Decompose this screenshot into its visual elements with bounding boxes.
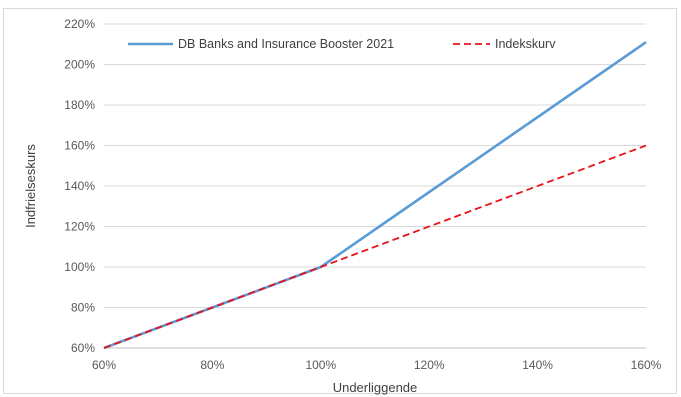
y-tick-label: 120% bbox=[64, 220, 95, 234]
x-tick-label: 140% bbox=[522, 358, 553, 372]
y-tick-label: 200% bbox=[64, 58, 95, 72]
gridlines bbox=[104, 23, 646, 308]
legend-label-1: DB Banks and Insurance Booster 2021 bbox=[178, 37, 394, 51]
y-tick-label: 60% bbox=[71, 341, 95, 355]
x-tick-label: 80% bbox=[200, 358, 224, 372]
legend: DB Banks and Insurance Booster 2021 Indek… bbox=[128, 37, 556, 51]
y-tick-label: 160% bbox=[64, 139, 95, 153]
y-tick-label: 140% bbox=[64, 179, 95, 193]
y-axis-title: Indfrielseskurs bbox=[23, 144, 38, 228]
x-tick-label: 120% bbox=[414, 358, 445, 372]
y-tick-label: 80% bbox=[71, 301, 95, 315]
y-tick-label: 100% bbox=[64, 260, 95, 274]
series-lines bbox=[103, 41, 647, 350]
x-tick-label: 60% bbox=[92, 358, 116, 372]
y-tick-label: 180% bbox=[64, 98, 95, 112]
x-axis-title: Underliggende bbox=[333, 380, 418, 395]
y-tick-labels: 60% 80% 100% 120% 140% 160% 180% 200% 220% bbox=[64, 17, 95, 355]
series-line-1 bbox=[103, 41, 647, 350]
y-tick-label: 220% bbox=[64, 17, 95, 31]
x-tick-label: 160% bbox=[631, 358, 662, 372]
legend-label-2: Indekskurv bbox=[495, 37, 556, 51]
series-line-2 bbox=[103, 144, 647, 349]
x-tick-labels: 60% 80% 100% 120% 140% 160% bbox=[92, 358, 662, 372]
x-tick-label: 100% bbox=[305, 358, 336, 372]
chart-frame bbox=[3, 8, 677, 394]
